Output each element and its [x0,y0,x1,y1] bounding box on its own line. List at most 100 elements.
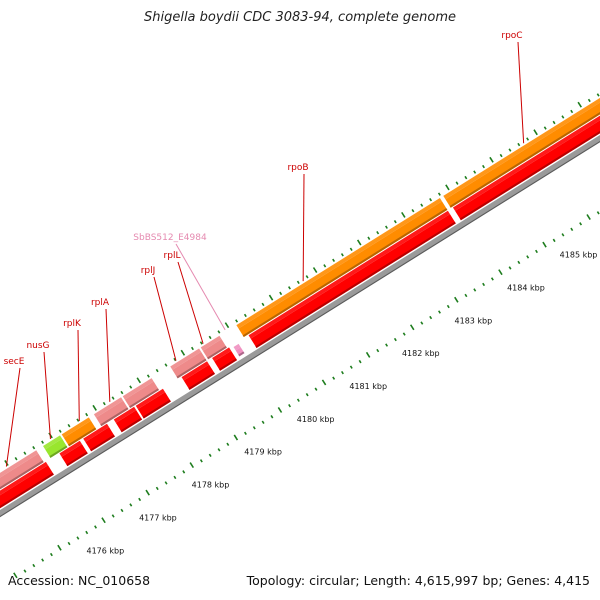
gene-feature-trna-face [45,438,68,458]
upper-tick-row-tick [279,291,283,296]
scale-labels: 4176 kbp 4177 kbp 4178 kbp 4179 kbp 4180 kbp… [86,251,597,556]
upper-tick-row-tick [356,239,362,246]
upper-tick-row-tick [92,404,97,411]
lower-tick-row-tick [94,525,98,529]
lower-tick-row-tick [277,407,283,413]
upper-tick-row-tick [464,175,468,180]
accession-text: Accession: NC_010658 [8,573,151,588]
upper-tick-row-tick [473,170,477,174]
lower-tick-row-tick [498,269,503,276]
map-title: Shigella boydii CDC 3083-94, complete ge… [143,10,457,25]
upper-tick-row-tick [312,267,318,274]
upper-tick-row-tick [393,220,397,224]
upper-tick-row-tick [224,322,230,329]
upper-tick-row-tick [32,446,36,450]
upper-tick-row-tick [243,313,247,318]
genome-summary-text: Topology: circular; Length: 4,615,997 bp… [246,573,590,588]
gene-feature-secE-inner [0,461,54,509]
lower-tick-row-tick [517,260,521,265]
lower-tick-row-tick [596,211,600,215]
lower-tick-row-tick [365,351,371,358]
scale-label: 4182 kbp [402,349,440,358]
upper-tick-row-tick [577,101,582,108]
lower-tick-row-tick [217,448,221,452]
gene-feature-rpoC-edge [459,130,600,221]
lower-tick-row-tick [420,321,424,325]
lower-tick-row-tick [349,365,353,369]
upper-tick-row-tick [268,294,274,301]
scale-label: 4183 kbp [455,316,493,325]
gene-label-line [5,367,21,467]
gene-feature-rpoC-rrna [443,97,600,208]
lower-tick-row-tick [579,222,583,226]
lower-tick-row-tick [508,266,512,270]
gene-feature-rplL-pseudo [200,335,227,360]
lower-tick-row-tick [23,569,27,573]
lower-tick-row-tick [199,459,203,463]
gene-feature-nusG-face [61,444,88,467]
lower-tick-row-tick [429,315,433,320]
scale-label: 4179 kbp [244,448,282,457]
upper-tick-row-tick [499,153,503,158]
upper-tick-row-tick [455,181,459,185]
upper-tick-row-tick [217,330,221,334]
gene-feature-SbBS512-top [233,343,241,351]
upper-tick-row-tick [111,396,115,400]
gene-label-line [77,329,80,421]
gene-label-sbbs512_e4984: SbBS512_E4984 [133,233,207,243]
gene-feature-rplA-b-face [137,392,171,419]
gene-label-rpob: rpoB [287,163,308,173]
upper-tick-row-tick [437,192,441,196]
lower-tick-row-tick [85,530,89,535]
gene-feature-nusG-rrna-face [63,420,97,447]
upper-tick-row-tick [120,390,124,395]
gene-feature-rplA-face [115,410,143,433]
lower-tick-row-tick [261,420,265,424]
gene-feature-rplJ-pseudo-face [172,351,207,379]
gene-label-rpoc: rpoC [501,31,522,41]
gene-label-line [105,308,111,402]
gene-feature-rplL [212,347,238,371]
upper-tick-row-tick [517,142,521,147]
lower-tick-row-tick [270,415,274,419]
lower-tick-row-tick [41,558,45,562]
gene-feature-rplK-top [83,423,110,442]
lower-tick-row-tick [305,393,309,397]
gene-feature-trna [43,435,68,458]
upper-tick-row-tick [596,93,600,97]
gene-feature-rpoC [452,115,600,221]
upper-tick-row-tick [58,429,62,433]
gene-feature-trna-top [43,435,63,450]
gene-feature-rplA-top [113,406,137,423]
upper-tick-row-tick [420,203,424,207]
gene-feature-rpoB-rrna-edge [242,208,448,338]
lower-tick-row-tick [332,376,336,380]
gene-feature-rplK-edge [90,434,115,452]
gene-feature-rplK-pseudo-edge [100,407,129,427]
gene-feature-secE-inner-top [0,461,49,496]
upper-tick-row-tick [129,385,133,389]
upper-tick-row-tick [323,264,327,268]
gene-label-rplj: rplJ [141,266,156,276]
scale-label: 4181 kbp [349,382,387,391]
gene-feature-SbBS512-edge [238,351,245,357]
gene-feature-rplA-pseudo-face [124,381,159,409]
upper-tick-row-tick [146,374,150,378]
gene-feature-secE-inner-edge [0,472,54,509]
lower-tick-row-tick [376,348,380,353]
scale-label: 4176 kbp [86,546,124,555]
lower-tick-row-tick [296,398,300,402]
upper-tick-row-tick [252,308,256,312]
upper-tick-row-tick [561,115,565,119]
scale-label: 4178 kbp [192,481,230,490]
lower-tick-row-tick [385,343,389,347]
gene-feature-rplJ-face [183,364,215,390]
upper-tick-row-tick [570,109,574,114]
upper-tick-row-tick [67,423,71,428]
gene-label-rpll: rplL [164,251,181,261]
lower-tick-row [13,211,600,579]
gene-feature-rpoB-top [248,210,450,339]
lower-tick-row-tick [208,453,212,458]
lower-tick-row-tick [358,359,362,364]
